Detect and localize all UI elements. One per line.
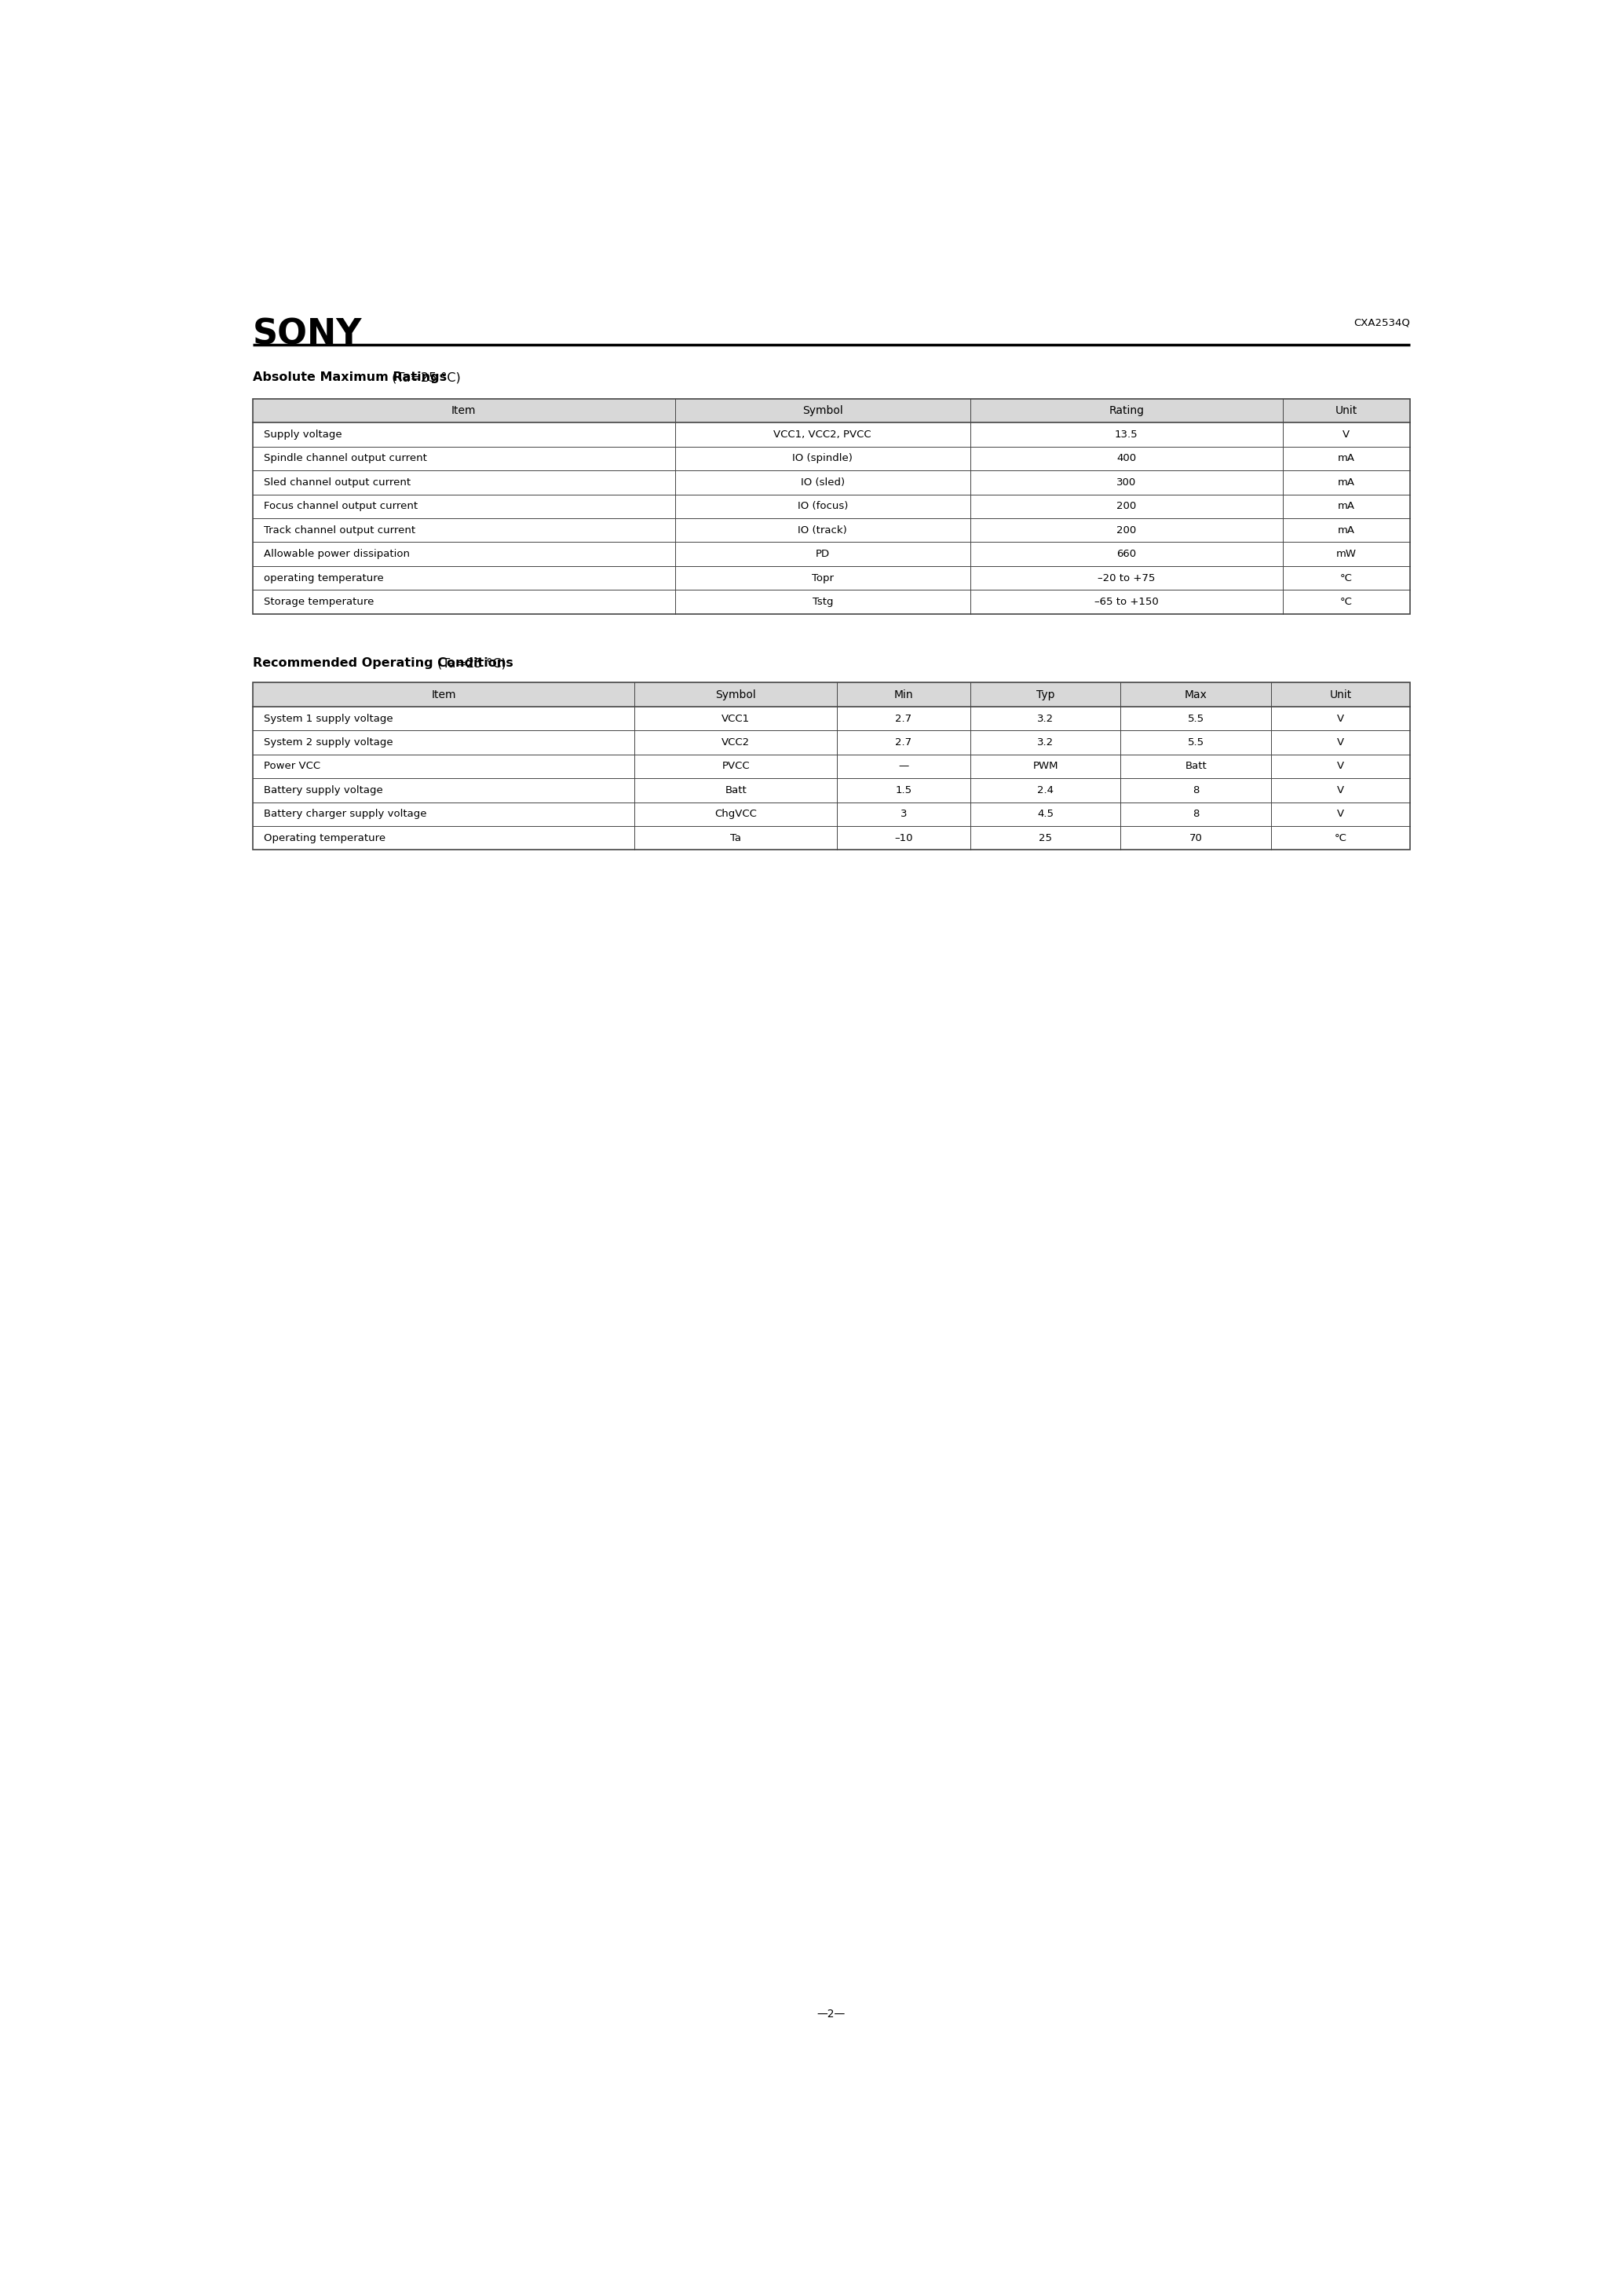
Text: 25: 25 [1038,833,1053,843]
Text: Symbol: Symbol [715,689,756,700]
Text: Typ: Typ [1036,689,1054,700]
Text: 5.5: 5.5 [1187,714,1204,723]
Text: Sled channel output current: Sled channel output current [264,478,410,487]
Text: SONY: SONY [253,317,362,351]
Text: –10: –10 [894,833,913,843]
Text: System 2 supply voltage: System 2 supply voltage [264,737,393,748]
Text: V: V [1337,785,1345,794]
Text: VCC2: VCC2 [722,737,749,748]
Text: Supply voltage: Supply voltage [264,429,342,441]
Text: IO (spindle): IO (spindle) [793,455,853,464]
Text: IO (track): IO (track) [798,526,847,535]
Text: operating temperature: operating temperature [264,574,383,583]
Text: Allowable power dissipation: Allowable power dissipation [264,549,410,560]
Text: Topr: Topr [811,574,834,583]
Text: PWM: PWM [1033,762,1058,771]
Text: PVCC: PVCC [722,762,749,771]
Text: Spindle channel output current: Spindle channel output current [264,455,427,464]
Text: 300: 300 [1116,478,1137,487]
Text: Batt: Batt [725,785,746,794]
Text: (Ta=25 °C): (Ta=25 °C) [433,657,506,668]
Text: °C: °C [1335,833,1346,843]
Bar [253,682,1410,707]
Text: 400: 400 [1116,455,1137,464]
Text: 3: 3 [900,808,907,820]
Text: Absolute Maximum Ratings: Absolute Maximum Ratings [253,372,446,383]
Text: V: V [1337,737,1345,748]
Text: Item: Item [431,689,456,700]
Text: IO (sled): IO (sled) [801,478,845,487]
Text: Min: Min [894,689,913,700]
Text: Tstg: Tstg [813,597,834,606]
Text: Battery supply voltage: Battery supply voltage [264,785,383,794]
Text: Power VCC: Power VCC [264,762,320,771]
Text: mA: mA [1338,478,1354,487]
Text: Focus channel output current: Focus channel output current [264,501,417,512]
Text: Max: Max [1184,689,1207,700]
Text: 200: 200 [1116,526,1137,535]
Text: 5.5: 5.5 [1187,737,1204,748]
Text: mW: mW [1337,549,1356,560]
Text: mA: mA [1338,455,1354,464]
Text: Track channel output current: Track channel output current [264,526,415,535]
Text: mA: mA [1338,526,1354,535]
Text: CXA2534Q: CXA2534Q [1353,317,1410,328]
Text: Battery charger supply voltage: Battery charger supply voltage [264,808,427,820]
Text: ChgVCC: ChgVCC [715,808,757,820]
Text: PD: PD [816,549,830,560]
Text: °C: °C [1340,597,1353,606]
Text: mA: mA [1338,501,1354,512]
Text: 1.5: 1.5 [895,785,912,794]
Text: Item: Item [451,406,477,416]
Text: 8: 8 [1192,808,1199,820]
Text: Unit: Unit [1335,406,1358,416]
Text: IO (focus): IO (focus) [798,501,848,512]
Text: °C: °C [1340,574,1353,583]
Text: V: V [1337,714,1345,723]
Text: Unit: Unit [1330,689,1351,700]
Text: Batt: Batt [1186,762,1207,771]
Text: 200: 200 [1116,501,1137,512]
Text: 13.5: 13.5 [1114,429,1139,441]
Text: V: V [1337,762,1345,771]
Text: 2.7: 2.7 [895,737,912,748]
Text: V: V [1337,808,1345,820]
Text: VCC1, VCC2, PVCC: VCC1, VCC2, PVCC [774,429,871,441]
Text: (Ta=25 °C): (Ta=25 °C) [388,372,461,383]
Text: System 1 supply voltage: System 1 supply voltage [264,714,393,723]
Text: Ta: Ta [730,833,741,843]
Bar [253,400,1410,422]
Bar [253,682,1410,850]
Text: Storage temperature: Storage temperature [264,597,373,606]
Text: Symbol: Symbol [803,406,843,416]
Text: Recommended Operating Conditions: Recommended Operating Conditions [253,657,513,668]
Text: 70: 70 [1189,833,1202,843]
Text: –20 to +75: –20 to +75 [1098,574,1155,583]
Text: V: V [1343,429,1350,441]
Text: 2.4: 2.4 [1036,785,1054,794]
Text: —2—: —2— [817,2009,845,2020]
Text: 2.7: 2.7 [895,714,912,723]
Text: 3.2: 3.2 [1036,737,1054,748]
Text: 8: 8 [1192,785,1199,794]
Text: 3.2: 3.2 [1036,714,1054,723]
Text: 4.5: 4.5 [1036,808,1054,820]
Text: VCC1: VCC1 [722,714,749,723]
Text: Rating: Rating [1109,406,1144,416]
Text: –65 to +150: –65 to +150 [1095,597,1158,606]
Text: Operating temperature: Operating temperature [264,833,386,843]
Text: 660: 660 [1116,549,1137,560]
Bar [253,400,1410,613]
Text: —: — [899,762,908,771]
